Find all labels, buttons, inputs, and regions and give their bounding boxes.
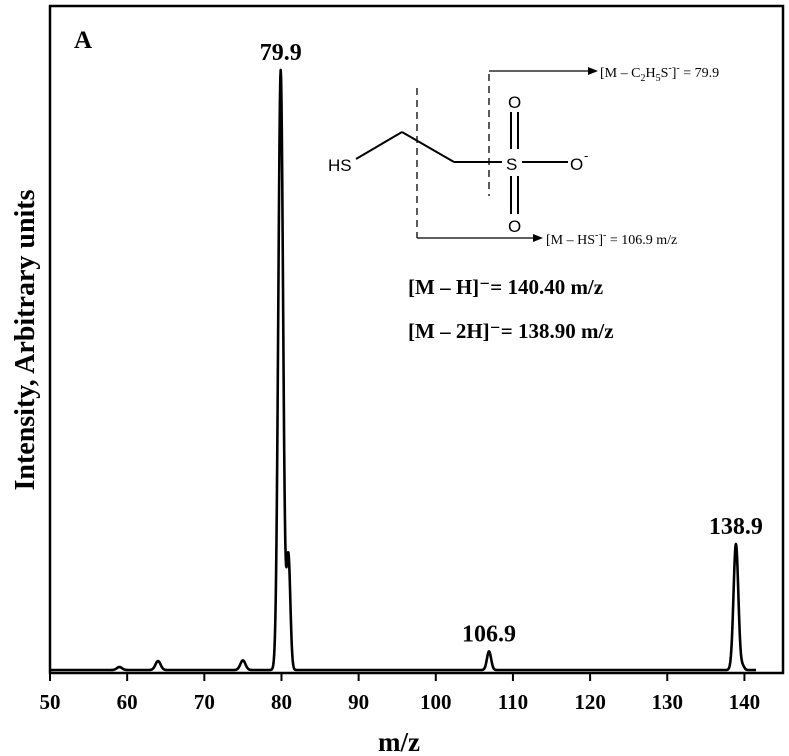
x-tick-label: 60 [117, 690, 138, 714]
peak-label: 79.9 [260, 40, 302, 66]
s-atom: S [506, 155, 517, 174]
panel-label: A [74, 27, 92, 54]
o-right-atom: O [570, 155, 583, 174]
annotation-m-2h: [M – 2H]⁻= 138.90 m/z [408, 319, 614, 343]
x-tick-label: 50 [40, 690, 61, 714]
spectrum-line [49, 68, 757, 672]
bond-hs-c1 [355, 131, 403, 160]
y-axis-label: Intensity, Arbitrary units [10, 189, 41, 490]
spectrum-trace [49, 68, 757, 672]
o-bottom-atom: O [508, 217, 521, 236]
arrowhead-hs [533, 234, 543, 242]
x-tick-label: 140 [729, 690, 761, 714]
x-tick-label: 80 [271, 690, 292, 714]
fragment-hs-label: [M – HS-]- = 106.9 m/z [546, 230, 677, 248]
x-axis-label: m/z [378, 727, 420, 756]
o-top-atom: O [508, 93, 521, 112]
annotation-m-h: [M – H]⁻= 140.40 m/z [408, 275, 603, 299]
o-right-charge: - [584, 148, 588, 163]
x-axis-ticks: 50 60 70 80 90 100 110 120 130 140 [40, 673, 761, 714]
peak-labels: 79.9 106.9 138.9 [260, 40, 763, 647]
x-tick-label: 70 [194, 690, 215, 714]
fragment-c2h5s-label: [M – C2H5S-]- = 79.9 [600, 63, 719, 84]
peak-label: 106.9 [462, 621, 516, 647]
hs-atom: HS [328, 156, 352, 175]
x-tick-label: 110 [498, 690, 528, 714]
peak-label: 138.9 [709, 514, 763, 540]
x-tick-label: 90 [348, 690, 369, 714]
x-tick-label: 130 [652, 690, 684, 714]
plot-frame [48, 4, 785, 675]
x-tick-label: 100 [420, 690, 452, 714]
molecule-structure: HS S O - O O [M – C2H5S-]- = 79.9 [M – H… [328, 63, 719, 248]
arrowhead-c2h5s [588, 67, 598, 75]
x-tick-label: 120 [574, 690, 606, 714]
bond-c1-c2 [401, 131, 455, 163]
